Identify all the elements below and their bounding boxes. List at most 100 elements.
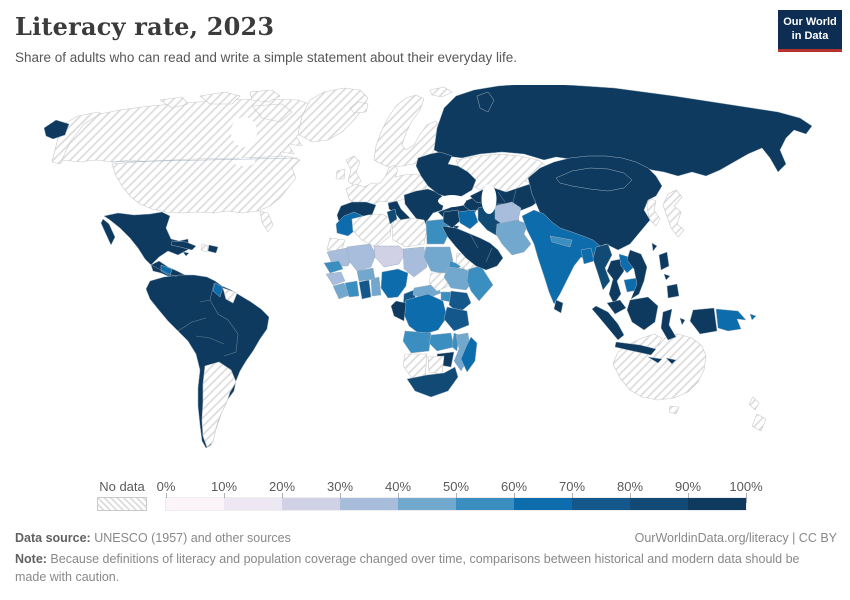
legend-bin-10-20%[interactable]: [224, 498, 282, 510]
country-iceland[interactable]: [349, 101, 369, 114]
legend-tick-label: 80%: [616, 479, 644, 494]
legend-tick-label: 60%: [500, 479, 528, 494]
country-chukotka[interactable]: [43, 119, 70, 140]
country-egypt[interactable]: [425, 218, 451, 245]
country-ghana[interactable]: [358, 279, 372, 300]
country-svalbard[interactable]: [429, 86, 453, 98]
country-usa[interactable]: [111, 155, 301, 233]
country-tunisia[interactable]: [386, 208, 398, 225]
country-nepal[interactable]: [549, 235, 573, 248]
country-arctic-islands[interactable]: [159, 89, 293, 123]
country-taiwan[interactable]: [651, 242, 658, 252]
country-haiti[interactable]: [200, 243, 209, 253]
internal-borders: [111, 157, 517, 357]
owid-link[interactable]: OurWorldinData.org/literacy | CC BY: [634, 531, 837, 545]
map-legend: No data 0% 10% 20% 30% 40% 50% 60% 70% 80% 90% 100…: [0, 479, 850, 515]
note-text: Because definitions of literacy and popu…: [15, 552, 800, 585]
country-sri-lanka[interactable]: [553, 299, 564, 314]
country-senegal[interactable]: [323, 260, 344, 274]
country-mali[interactable]: [346, 243, 377, 272]
country-korea[interactable]: [646, 196, 661, 227]
country-philippines-mindanao[interactable]: [666, 283, 680, 299]
country-greenland[interactable]: [297, 87, 369, 143]
country-nigeria[interactable]: [380, 268, 409, 299]
legend-bin-80-90%[interactable]: [630, 498, 688, 510]
country-indonesia-java[interactable]: [614, 341, 657, 356]
legend-bin-30-40%[interactable]: [340, 498, 398, 510]
legend-bin-0-10%[interactable]: [166, 498, 224, 510]
country-togo-benin[interactable]: [370, 276, 382, 297]
country-malaysia[interactable]: [606, 299, 627, 315]
country-new-zealand[interactable]: [748, 396, 767, 432]
country-mongolia[interactable]: [555, 167, 633, 192]
country-japan[interactable]: [662, 189, 685, 238]
country-chad[interactable]: [402, 246, 428, 278]
country-dominican-republic[interactable]: [207, 244, 219, 254]
legend-no-data[interactable]: No data: [97, 479, 147, 511]
country-guinea[interactable]: [325, 271, 346, 286]
country-philippines-visayas[interactable]: [663, 273, 671, 281]
legend-bin-90-100%[interactable]: [688, 498, 746, 510]
country-madagascar[interactable]: [460, 336, 478, 373]
country-botswana[interactable]: [427, 355, 445, 375]
chart-footer: Data source: UNESCO (1957) and other sou…: [15, 529, 837, 586]
country-kenya[interactable]: [448, 290, 472, 314]
country-papua-new-guinea[interactable]: [715, 308, 747, 332]
country-indonesia-borneo[interactable]: [626, 296, 659, 331]
legend-tick-mark: [746, 493, 747, 503]
legend-bin-70-80%[interactable]: [572, 498, 630, 510]
country-gabon-congo[interactable]: [390, 300, 407, 322]
country-uk[interactable]: [345, 155, 362, 188]
country-niger[interactable]: [373, 245, 407, 268]
country-lesser-sunda[interactable]: [647, 356, 677, 365]
legend-tick-label: 30%: [326, 479, 354, 494]
country-saudi-arabia[interactable]: [441, 225, 504, 271]
owid-logo[interactable]: Our World in Data: [778, 10, 842, 52]
country-drc[interactable]: [402, 293, 448, 336]
country-pakistan[interactable]: [495, 219, 532, 256]
country-myanmar[interactable]: [592, 243, 613, 291]
country-afghanistan[interactable]: [494, 201, 522, 227]
country-mexico[interactable]: [103, 211, 190, 266]
country-zambia[interactable]: [428, 332, 455, 352]
country-suriname-french-guiana[interactable]: [222, 287, 238, 304]
country-iraq[interactable]: [457, 209, 479, 230]
country-ivory-coast[interactable]: [344, 280, 360, 298]
country-indonesia-sumatra[interactable]: [591, 305, 625, 341]
country-argentina[interactable]: [201, 361, 237, 448]
note-label: Note:: [15, 552, 47, 567]
country-ireland[interactable]: [335, 168, 346, 180]
country-indonesia-sulawesi[interactable]: [660, 308, 677, 341]
country-indonesia-papua[interactable]: [689, 307, 718, 335]
country-burkina-faso[interactable]: [356, 267, 376, 282]
country-philippines-luzon[interactable]: [658, 251, 670, 271]
country-laos[interactable]: [618, 253, 635, 274]
country-cuba[interactable]: [170, 240, 197, 251]
country-algeria[interactable]: [351, 213, 393, 248]
chart-subtitle: Share of adults who can read and write a…: [15, 50, 518, 65]
country-vietnam[interactable]: [626, 249, 648, 300]
legend-bin-20-30%[interactable]: [282, 498, 340, 510]
country-south-africa[interactable]: [406, 366, 459, 398]
caspian-sea: [481, 184, 497, 214]
country-libya[interactable]: [391, 217, 428, 248]
great-lakes: [233, 158, 255, 166]
country-balkans[interactable]: [403, 188, 446, 234]
country-png-islands[interactable]: [749, 313, 757, 321]
country-guyana[interactable]: [212, 282, 224, 298]
legend-bin-50-60%[interactable]: [456, 498, 514, 510]
country-angola[interactable]: [402, 330, 432, 354]
legend-bin-40-50%[interactable]: [398, 498, 456, 510]
country-maluku[interactable]: [679, 317, 686, 326]
country-baja-california[interactable]: [100, 218, 116, 246]
country-eastern-europe[interactable]: [415, 151, 477, 199]
country-levant[interactable]: [442, 209, 462, 229]
country-jamaica[interactable]: [182, 251, 190, 257]
country-novaya-zemlya[interactable]: [476, 91, 495, 113]
country-south-america[interactable]: [145, 274, 270, 449]
country-tasmania[interactable]: [668, 405, 680, 415]
country-tanzania[interactable]: [443, 306, 470, 332]
country-mozambique[interactable]: [453, 332, 472, 372]
legend-bin-60-70%[interactable]: [514, 498, 572, 510]
